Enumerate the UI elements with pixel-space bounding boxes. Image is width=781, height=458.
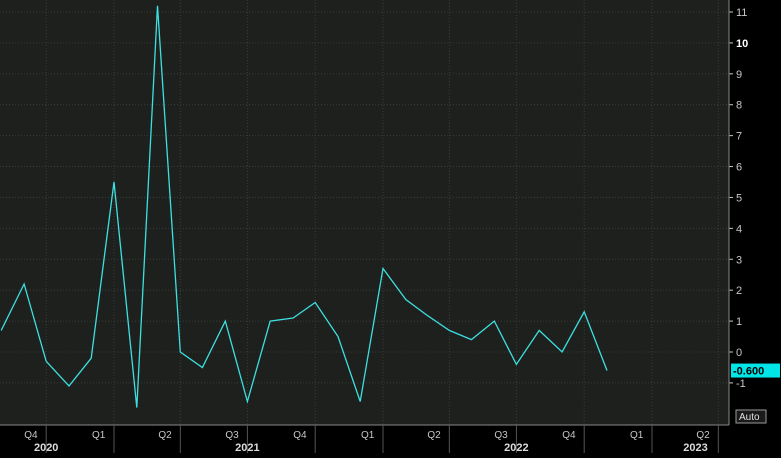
- auto-button[interactable]: Auto: [735, 409, 767, 424]
- x-year-label: 2021: [235, 442, 259, 453]
- x-tick-label: Q2: [696, 430, 710, 441]
- y-tick-label: 10: [736, 38, 748, 50]
- x-year-label: 2023: [683, 442, 707, 453]
- y-tick-label: 0: [736, 347, 742, 359]
- y-tick-label: 1: [736, 316, 742, 328]
- plot-area: [0, 0, 729, 425]
- x-tick-label: Q4: [24, 430, 38, 441]
- x-year-label: 2022: [504, 442, 528, 453]
- series-line: [0, 5, 608, 408]
- last-value-badge: -0.600: [731, 363, 780, 378]
- x-tick-label: Q2: [158, 430, 172, 441]
- x-tick-label: Q1: [630, 430, 644, 441]
- series-layer: [0, 5, 608, 408]
- x-tick-label: Q1: [92, 430, 106, 441]
- y-tick-label: 8: [736, 100, 742, 112]
- x-tick-label: Q4: [562, 430, 576, 441]
- x-tick-label: Q2: [427, 430, 441, 441]
- y-tick-label: -1: [736, 378, 746, 390]
- x-axis: Q4 Q1 Q2 Q3 Q4 Q1 Q2 Q3 Q4 Q1 Q2 2020 2021 2022 2023: [0, 424, 729, 454]
- last-value-badge-label: -0.600: [733, 366, 764, 378]
- auto-button-box[interactable]: [735, 409, 767, 424]
- y-tick-label: 3: [736, 254, 742, 266]
- y-tick-label: 2: [736, 285, 742, 297]
- y-tick-label: 6: [736, 162, 742, 174]
- y-tick-label: 5: [736, 192, 742, 204]
- x-year-label: 2020: [34, 442, 58, 453]
- y-tick-label: 9: [736, 69, 742, 81]
- y-tick-label: 7: [736, 131, 742, 143]
- auto-button-label[interactable]: Auto: [739, 412, 760, 423]
- x-tick-label: Q4: [293, 430, 307, 441]
- x-tick-label: Q3: [494, 430, 508, 441]
- last-value-badge-box: [731, 363, 780, 378]
- x-tick-label: Q1: [361, 430, 375, 441]
- grid: [0, 0, 729, 425]
- y-tick-label: 11: [736, 7, 747, 19]
- x-tick-label: Q3: [225, 430, 239, 441]
- y-tick-label: 4: [736, 223, 742, 235]
